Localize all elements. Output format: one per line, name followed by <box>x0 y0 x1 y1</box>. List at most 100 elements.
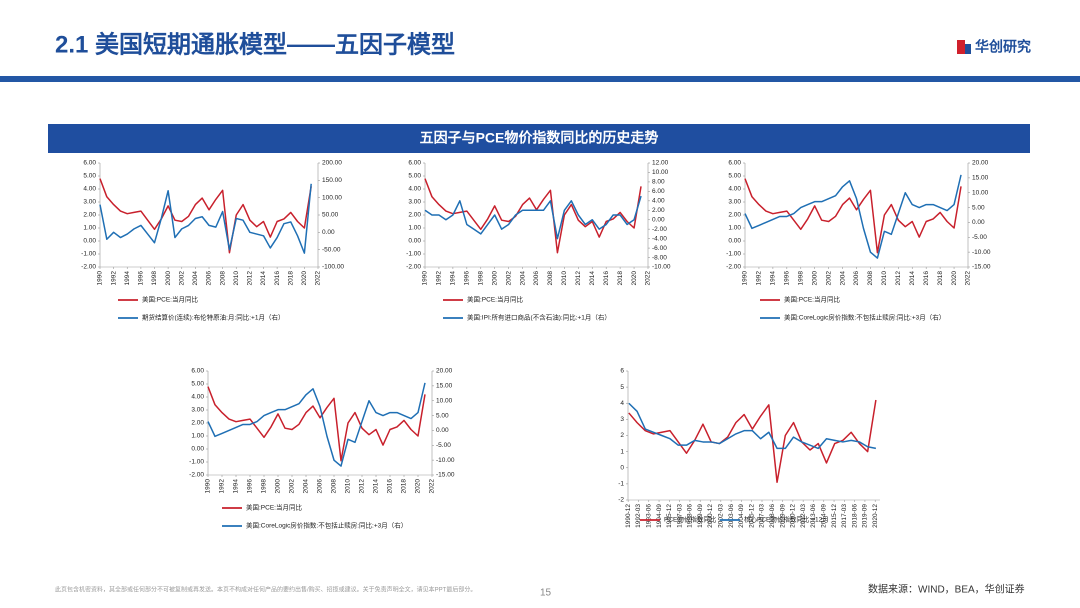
y2-tick-label: 0.00 <box>972 219 985 226</box>
disclaimer: 此页包含机密资料，其全部或任何部分不可被复制或再发送。本页不构成对任何产品的要约… <box>55 586 476 594</box>
y2-tick-label: 0.00 <box>436 427 449 434</box>
x-tick-label: 2004 <box>192 271 199 286</box>
y2-tick-label: 5.00 <box>436 412 449 419</box>
logo-icon <box>957 40 965 54</box>
y2-tick-label: -15.00 <box>972 264 991 271</box>
y-tick-label: 4.00 <box>83 186 96 193</box>
x-tick-label: 2006 <box>533 271 540 286</box>
y2-tick-label: 10.00 <box>972 189 989 196</box>
x-tick-label: 2016 <box>603 271 610 286</box>
x-tick-label: 2014 <box>260 271 267 286</box>
y2-tick-label: -4.00 <box>652 235 667 242</box>
x-tick-label: 1990 <box>97 271 104 286</box>
y-tick-label: -1 <box>618 481 624 488</box>
x-tick-label: 1995-12 <box>666 504 673 528</box>
chart: -2.00 -1.00 0.00 1.00 2.00 3.00 4.00 5.00 6.00 -1… <box>189 368 455 530</box>
y-tick-label: 0.00 <box>728 238 741 245</box>
y-tick-label: -2 <box>618 497 624 504</box>
x-tick-label: 2012 <box>895 271 902 286</box>
x-tick-label: 2014-09 <box>820 504 827 528</box>
y-tick-label: 0.00 <box>83 238 96 245</box>
x-tick-label: 1992 <box>756 271 763 286</box>
y-tick-label: 0.00 <box>408 238 421 245</box>
y-tick-label: 5.00 <box>728 173 741 180</box>
y2-tick-label: 15.00 <box>972 175 989 182</box>
x-tick-label: 1990-12 <box>625 504 632 528</box>
x-tick-label: 1992 <box>219 479 226 494</box>
legend-label: 美国:PCE:当月同比 <box>142 295 198 304</box>
y-tick-label: 3.00 <box>728 199 741 206</box>
y2-tick-label: 5.00 <box>972 204 985 211</box>
x-tick-label: 2000 <box>165 271 172 286</box>
series-line <box>628 399 877 484</box>
y2-tick-label: -10.00 <box>436 457 455 464</box>
y-tick-label: 5.00 <box>191 381 204 388</box>
x-tick-label: 2016 <box>923 271 930 286</box>
x-tick-label: 2004 <box>519 271 526 286</box>
chart: -2.00 -1.00 0.00 1.00 2.00 3.00 4.00 5.00 6.00 -1… <box>406 160 671 322</box>
x-tick-label: 2002 <box>178 271 185 286</box>
legend-label: PCE物价指数同比 <box>664 515 717 524</box>
legend-label: 核心PCE物价指数同比:+12月 <box>744 515 829 524</box>
chart: -2.00 -1.00 0.00 1.00 2.00 3.00 4.00 5.00 6.00 -1… <box>81 160 344 322</box>
x-tick-label: 1993-06 <box>645 504 652 528</box>
x-tick-label: 2005-12 <box>748 504 755 528</box>
x-tick-label: 2022 <box>645 271 652 286</box>
x-tick-label: 1994 <box>233 479 240 494</box>
x-tick-label: 2016 <box>274 271 281 286</box>
x-tick-label: 2000 <box>275 479 282 494</box>
y2-tick-label: -6.00 <box>652 245 667 252</box>
x-tick-label: 2018 <box>401 479 408 494</box>
chart: -2.00 -1.00 0.00 1.00 2.00 3.00 4.00 5.00 6.00 -1… <box>726 160 991 322</box>
x-tick-label: 1994 <box>770 271 777 286</box>
x-tick-label: 2004 <box>839 271 846 286</box>
y-tick-label: 3.00 <box>408 199 421 206</box>
y-tick-label: 1.00 <box>728 225 741 232</box>
y-tick-label: 5 <box>620 384 624 391</box>
x-tick-label: 2010 <box>233 271 240 286</box>
series-line <box>744 178 962 254</box>
y2-tick-label: 0.00 <box>652 216 665 223</box>
x-tick-label: 2012 <box>575 271 582 286</box>
legend-label: 期货结算价(连续):布伦特原油:月:同比:+1月（右） <box>142 313 284 322</box>
x-tick-label: 1998 <box>797 271 804 286</box>
y-tick-label: 1.00 <box>408 225 421 232</box>
banner-title: 五因子与PCE物价指数同比的历史走势 <box>420 130 659 146</box>
y-tick-label: 3.00 <box>191 407 204 414</box>
legend-label: 美国:IPI:所有进口商品(不含石油):同比:+1月（右） <box>467 313 611 322</box>
series-line <box>424 195 642 240</box>
x-tick-label: 1996 <box>138 271 145 286</box>
x-tick-label: 2002 <box>289 479 296 494</box>
y-tick-label: -1.00 <box>81 251 96 258</box>
x-tick-label: 1990 <box>205 479 212 494</box>
y2-tick-label: -2.00 <box>652 226 667 233</box>
y2-tick-label: 150.00 <box>322 177 342 184</box>
y-tick-label: -1.00 <box>726 251 741 258</box>
y2-tick-label: -10.00 <box>652 264 671 271</box>
x-tick-label: 2018 <box>937 271 944 286</box>
x-tick-label: 2019-09 <box>862 504 869 528</box>
x-tick-label: 2020 <box>301 271 308 286</box>
x-tick-label: 2006 <box>853 271 860 286</box>
page-number: 15 <box>540 588 552 599</box>
legend-label: 美国:PCE:当月同比 <box>467 295 523 304</box>
header-rule <box>0 76 1080 82</box>
x-tick-label: 2008 <box>219 271 226 286</box>
series-line <box>99 183 312 254</box>
logo-text: 华创研究 <box>975 39 1031 55</box>
series-line <box>744 174 962 259</box>
y2-tick-label: 20.00 <box>436 368 453 375</box>
x-tick-label: 2002-03 <box>718 504 725 528</box>
y-tick-label: 6 <box>620 368 624 375</box>
y-tick-label: -1.00 <box>189 459 204 466</box>
y-tick-label: 2.00 <box>728 212 741 219</box>
legend-label: 美国:PCE:当月同比 <box>784 295 840 304</box>
x-tick-label: 2002 <box>825 271 832 286</box>
y-tick-label: 4.00 <box>408 186 421 193</box>
y2-tick-label: 50.00 <box>322 212 339 219</box>
y-tick-label: 2.00 <box>408 212 421 219</box>
x-tick-label: 2003-06 <box>728 504 735 528</box>
y2-tick-label: 200.00 <box>322 160 342 167</box>
y2-tick-label: -10.00 <box>972 249 991 256</box>
